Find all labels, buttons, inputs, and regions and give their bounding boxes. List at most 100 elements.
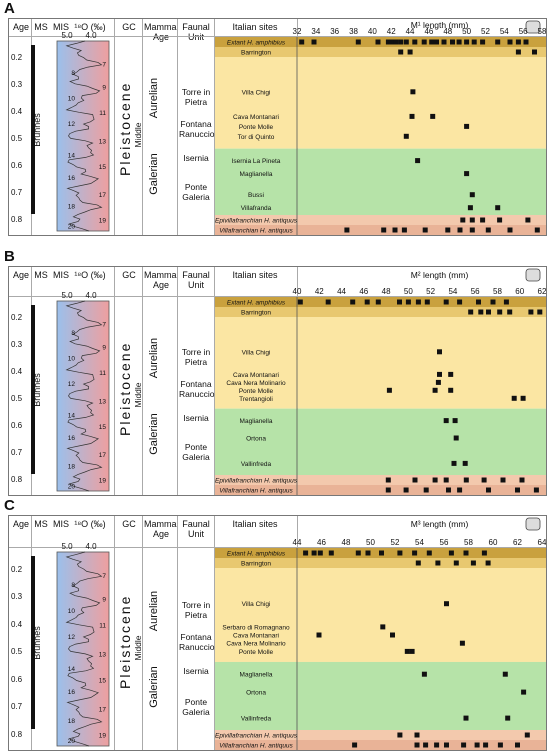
data-point — [500, 477, 506, 483]
site-label: Barrington — [241, 561, 271, 568]
age-tick-label: 0.4 — [11, 107, 23, 117]
site-label: Cava Nera Molinario — [226, 380, 286, 387]
data-point — [537, 309, 543, 315]
data-point — [443, 418, 449, 424]
data-point — [515, 49, 521, 55]
column-separator — [177, 267, 178, 495]
mis-stage-label: 15 — [99, 424, 107, 431]
age-tick-label: 0.5 — [11, 134, 23, 144]
d18o-tick-label: 5.0 — [61, 542, 73, 551]
x-tick-label: 46 — [424, 27, 433, 36]
x-tick-label: 46 — [317, 538, 326, 547]
data-point — [403, 487, 409, 493]
band-galerian — [215, 148, 546, 215]
column-separator — [142, 267, 143, 495]
header-mammal-age: Mammal Age — [144, 22, 179, 42]
data-point — [430, 113, 436, 119]
brunhes-label: Brunhes — [32, 113, 42, 147]
band-villa — [215, 225, 546, 235]
panel-frame: Age MS MIS ¹⁸O (‰) GC Mammal Age Faunal Unit It… — [8, 515, 547, 751]
mis-stage-label: 15 — [99, 677, 107, 684]
data-point — [505, 715, 511, 721]
mis-stage-label: 19 — [99, 478, 107, 485]
data-point — [434, 742, 440, 748]
mis-stage-label: 14 — [68, 666, 76, 673]
age-tick-label: 0.3 — [11, 592, 23, 602]
data-point — [459, 640, 465, 646]
age-tick-label: 0.5 — [11, 647, 23, 657]
band-epivilla — [215, 215, 546, 225]
mis-stage-label: 18 — [68, 718, 76, 725]
data-point — [446, 487, 451, 493]
data-point — [429, 39, 435, 45]
data-point — [452, 418, 458, 424]
age-tick-label: 0.6 — [11, 674, 23, 684]
mis-stage-label: 18 — [68, 203, 76, 210]
middle-label: Middle — [133, 635, 143, 661]
data-point — [464, 39, 470, 45]
age-tick-label: 0.6 — [11, 160, 23, 170]
faunal-unit-ponte: Ponte Galeria — [182, 182, 210, 203]
data-point — [403, 133, 409, 139]
data-point — [443, 299, 449, 305]
brunhes-label: Brunhes — [32, 626, 42, 660]
age-tick-label: 0.2 — [11, 313, 23, 323]
data-point — [426, 550, 432, 556]
site-label: Ponte Molle — [239, 649, 274, 656]
header-separator — [9, 547, 546, 548]
data-point — [448, 550, 454, 556]
site-label: Maglianella — [240, 418, 273, 425]
data-point — [421, 671, 427, 677]
d18o-tick-label: 5.0 — [61, 291, 73, 300]
data-point — [379, 550, 384, 556]
site-label: Villafranchian H. antiquus — [219, 488, 293, 495]
data-point — [412, 39, 418, 45]
column-separator — [142, 516, 143, 750]
data-point — [457, 299, 463, 305]
pleistocene-label: Pleistocene — [117, 81, 133, 176]
mis-stage-label: 17 — [99, 706, 107, 713]
site-label: Epivillafranchian H. antiquus — [215, 218, 298, 225]
tooth-icon — [525, 517, 541, 531]
data-point — [423, 487, 429, 493]
faunal-unit-ponte: Ponte Galeria — [182, 696, 210, 717]
x-tick-label: 58 — [493, 287, 502, 296]
mis-stage-label: 12 — [68, 121, 76, 128]
site-label: Epivillafranchian H. antiquus — [215, 733, 298, 740]
tooth-icon — [525, 20, 541, 34]
data-point — [532, 49, 537, 55]
data-point — [393, 39, 399, 45]
x-tick-label: 60 — [515, 287, 524, 296]
x-tick-label: 56 — [519, 27, 528, 36]
mis-stage-label: 12 — [68, 634, 76, 641]
data-point — [451, 460, 457, 466]
mis-stage-label: 11 — [99, 110, 106, 117]
data-point — [450, 39, 455, 45]
faunal-unit-isernia: Isernia — [183, 152, 209, 163]
data-point — [381, 227, 387, 233]
data-point — [445, 227, 451, 233]
site-label: Villa Chigi — [242, 601, 271, 608]
data-point — [485, 560, 491, 566]
data-point — [303, 550, 309, 556]
band-epivilla — [215, 730, 546, 740]
data-point — [409, 648, 415, 654]
data-point — [297, 299, 303, 305]
data-point — [437, 349, 442, 355]
data-point — [483, 742, 489, 748]
site-label: Cava Montanari — [233, 114, 279, 121]
data-point — [375, 39, 381, 45]
data-point — [495, 39, 501, 45]
mis-gradient-box — [56, 551, 110, 747]
data-point — [511, 395, 517, 401]
site-label: Bussi — [248, 192, 264, 199]
mis-stage-label: 18 — [68, 463, 76, 470]
data-point — [380, 624, 386, 630]
faunal-unit-fontana: Fontana Ranuccio — [179, 119, 215, 140]
header-age: Age — [12, 270, 29, 280]
mis-stage-label: 20 — [68, 738, 76, 745]
faunal-unit-isernia: Isernia — [183, 666, 209, 677]
x-tick-label: 58 — [464, 538, 473, 547]
brunhes-label: Brunhes — [32, 373, 42, 407]
mis-stage-label: 9 — [102, 344, 106, 351]
